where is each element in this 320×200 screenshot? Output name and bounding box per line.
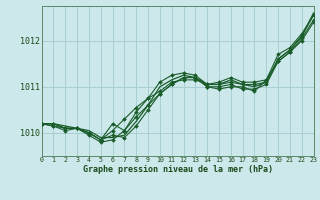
X-axis label: Graphe pression niveau de la mer (hPa): Graphe pression niveau de la mer (hPa) [83,165,273,174]
